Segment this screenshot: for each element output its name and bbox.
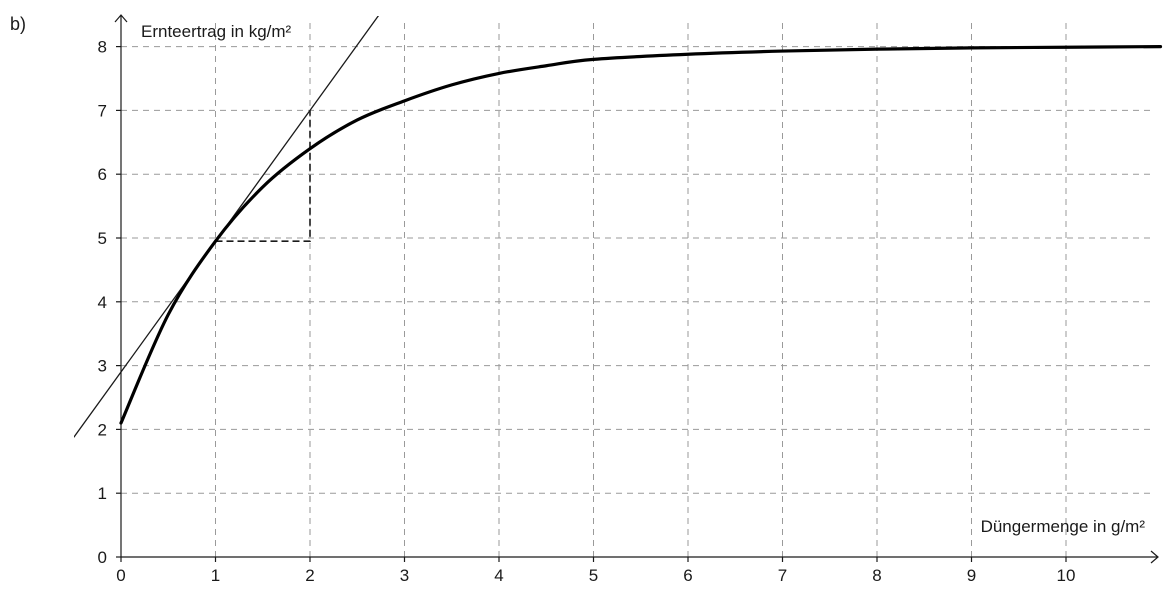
slope-triangle [215, 110, 311, 242]
y-tick-label: 5 [98, 229, 107, 248]
axes [114, 14, 1159, 564]
x-tick-label: 10 [1057, 566, 1076, 585]
plot-area [74, 16, 1163, 438]
x-tick-label: 5 [589, 566, 598, 585]
x-tick-label: 6 [683, 566, 692, 585]
y-tick-label: 0 [98, 548, 107, 567]
yield-curve [119, 45, 1163, 425]
y-axis-title: Ernteertrag in kg/m² [141, 22, 292, 41]
y-tick-label: 8 [98, 38, 107, 57]
x-tick-label: 7 [778, 566, 787, 585]
panel-label: b) [10, 14, 26, 34]
grid [121, 20, 1150, 557]
x-axis-arrow-icon [1150, 550, 1159, 564]
x-tick-label: 0 [116, 566, 125, 585]
y-tick-label: 2 [98, 420, 107, 439]
x-tick-label: 4 [494, 566, 503, 585]
y-tick-label: 4 [98, 293, 107, 312]
tick-labels: 0 1 2 3 4 5 6 7 8 9 10 0 1 2 3 4 5 6 7 8 [98, 38, 1076, 585]
y-tick-label: 3 [98, 357, 107, 376]
x-tick-label: 2 [305, 566, 314, 585]
x-tick-label: 8 [872, 566, 881, 585]
y-tick-label: 1 [98, 484, 107, 503]
x-tick-label: 3 [400, 566, 409, 585]
y-axis-arrow-icon [114, 14, 128, 23]
x-axis-title: Düngermenge in g/m² [981, 517, 1146, 536]
y-tick-label: 6 [98, 165, 107, 184]
y-tick-label: 7 [98, 101, 107, 120]
x-tick-label: 9 [967, 566, 976, 585]
x-tick-label: 1 [211, 566, 220, 585]
